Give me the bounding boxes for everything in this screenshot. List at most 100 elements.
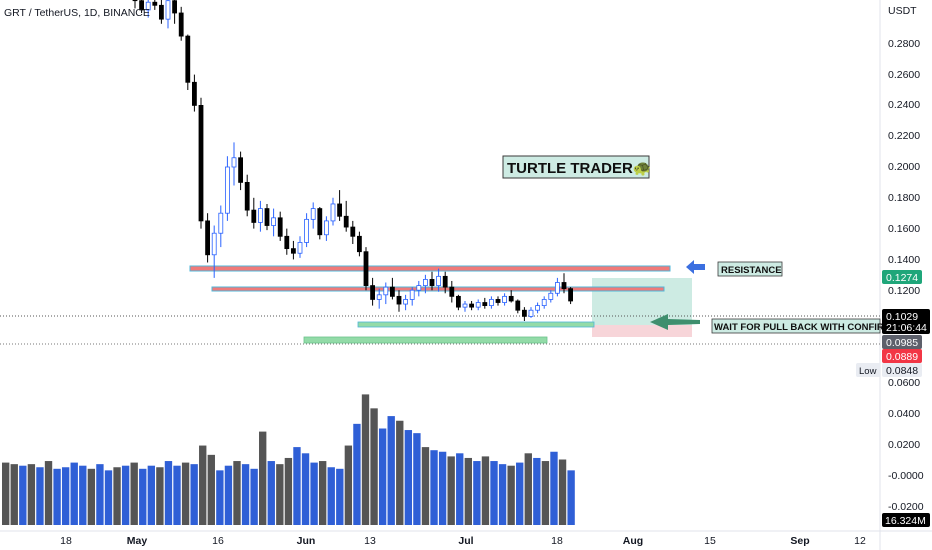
candle: [409, 289, 415, 300]
volume-bar: [318, 461, 327, 525]
price-tick-label: 0.2000: [888, 161, 920, 173]
candle: [561, 282, 567, 290]
chart-title: GRT / TetherUS, 1D, BINANCE: [4, 7, 150, 19]
resistance-price-tag: [882, 270, 922, 284]
volume-bar: [121, 465, 130, 525]
candle: [482, 302, 488, 306]
candle: [191, 81, 197, 106]
wait-arrow-icon: [650, 314, 700, 330]
volume-bar: [2, 462, 10, 525]
volume-bar: [164, 461, 173, 525]
resistance-arrow-icon: [686, 260, 705, 274]
low-price-tag: [882, 363, 922, 377]
candle: [568, 288, 573, 302]
candle: [462, 303, 468, 308]
volume-bar: [70, 462, 78, 525]
time-tick-label: 12: [854, 535, 866, 547]
candle: [337, 203, 343, 217]
volume-bar: [344, 445, 353, 525]
candle: [158, 4, 164, 20]
volume-bar: [130, 462, 138, 525]
candle: [211, 232, 217, 256]
time-tick-label: Sep: [790, 535, 809, 547]
volume-bar: [216, 470, 224, 525]
volume-bar: [516, 462, 524, 525]
time-tick-label: Jul: [458, 535, 473, 547]
price-tick-label: 0.1400: [888, 254, 920, 266]
candle: [528, 309, 534, 317]
wait-label-box: [711, 318, 881, 334]
candle: [442, 275, 448, 288]
candle: [370, 285, 376, 300]
support-price-text: 0.0985: [886, 337, 918, 349]
candle: [541, 299, 547, 307]
resistance-label: RESISTANCE: [721, 265, 782, 276]
candle: [363, 251, 369, 286]
volume-bar: [541, 461, 550, 525]
candle: [403, 299, 409, 305]
price-tick-label: 0.2800: [888, 38, 920, 50]
brand-box: [502, 155, 650, 179]
brand-box-text: TURTLE TRADER🐢: [507, 160, 652, 177]
candle: [231, 157, 237, 168]
resistance-line-upper: [189, 265, 671, 272]
volume-bar: [550, 451, 558, 525]
volume-bar: [361, 394, 370, 525]
volume-bar: [207, 454, 215, 525]
volume-bar: [61, 467, 70, 525]
candle: [455, 295, 461, 308]
volume-bar: [327, 467, 335, 525]
candle: [132, 0, 138, 2]
volume-bar: [396, 420, 404, 525]
volume-bar: [353, 423, 361, 525]
volume-bar: [173, 465, 181, 525]
candle: [238, 157, 244, 183]
volume-bar: [139, 468, 147, 525]
volume-bar: [558, 459, 567, 525]
candle: [139, 0, 145, 11]
volume-bar: [104, 470, 113, 525]
volume-tick-label: -0.0200: [888, 501, 924, 513]
volume-tick-label: 0.0200: [888, 439, 920, 451]
volume-bar: [387, 416, 395, 525]
candle: [436, 275, 442, 286]
countdown-text: 21:06:44: [886, 322, 927, 334]
volume-bar: [301, 453, 310, 525]
support-line-upper: [357, 321, 595, 328]
volume-bar: [481, 456, 490, 525]
volume-bar: [284, 457, 293, 525]
wait-label: WAIT FOR PULL BACK WITH CONFIRMA: [714, 322, 899, 333]
candle: [271, 217, 277, 226]
low-label: Low: [859, 366, 877, 377]
volume-bar: [96, 464, 104, 525]
time-tick-label: 16: [212, 535, 224, 547]
resistance-price-text: 0.1274: [886, 272, 918, 284]
volume-bar: [199, 445, 207, 525]
currency-label: USDT: [888, 5, 917, 17]
candle: [205, 220, 211, 256]
time-tick-label: Jun: [297, 535, 316, 547]
volume-bar: [241, 464, 250, 525]
volume-bar: [413, 433, 421, 525]
price-axis[interactable]: USDT 0.2800 0.2600 0.2400 0.2200 0.2000 0.180…: [888, 5, 924, 513]
volume-bar: [567, 470, 575, 525]
volume-bar: [224, 465, 233, 525]
candle: [244, 181, 250, 211]
candle: [310, 208, 316, 220]
candle: [555, 282, 560, 294]
candle: [198, 105, 204, 222]
candle: [350, 226, 356, 237]
time-axis[interactable]: 18 May 16 Jun 13 Jul 18 Aug 15 Sep 12: [60, 535, 866, 547]
target-zone: [592, 278, 692, 325]
stop-price-text: 0.0889: [886, 351, 918, 363]
candle: [495, 299, 501, 303]
volume-bar: [336, 468, 344, 525]
candle: [323, 220, 329, 236]
volume-bar: [490, 461, 498, 525]
price-tick-label: 0.0600: [888, 377, 920, 389]
candle: [317, 208, 323, 236]
candle: [429, 279, 435, 286]
volume-bar: [250, 468, 258, 525]
volume-bar: [293, 447, 301, 525]
